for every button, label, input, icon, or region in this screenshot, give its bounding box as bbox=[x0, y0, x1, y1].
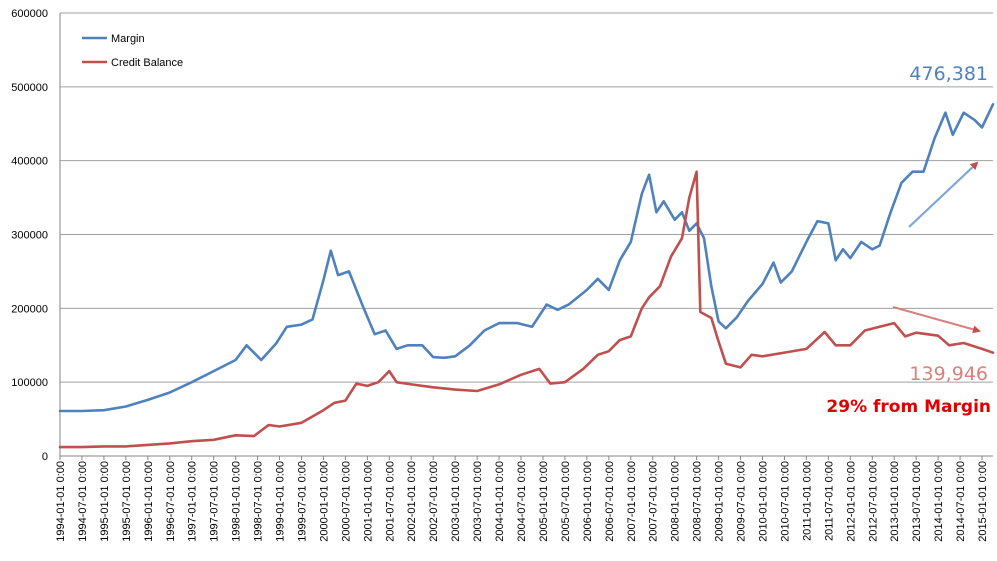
x-tick-label: 1999-07-01 0:00 bbox=[296, 461, 308, 542]
x-tick-label: 2014-01-01 0:00 bbox=[933, 461, 945, 542]
x-tick-label: 2011-07-01 0:00 bbox=[823, 461, 835, 541]
x-tick-label: 2014-07-01 0:00 bbox=[955, 461, 967, 542]
x-tick-label: 2011-01-01 0:00 bbox=[801, 461, 813, 541]
x-tick-label: 2004-07-01 0:00 bbox=[516, 461, 528, 542]
x-tick-label: 1999-01-01 0:00 bbox=[275, 461, 287, 542]
x-tick-label: 1996-01-01 0:00 bbox=[143, 461, 155, 542]
y-tick-label: 200000 bbox=[11, 303, 48, 315]
x-tick-label: 2005-01-01 0:00 bbox=[538, 461, 550, 542]
x-tick-label: 2013-07-01 0:00 bbox=[911, 461, 923, 542]
y-tick-label: 500000 bbox=[11, 82, 48, 94]
x-tick-label: 1994-01-01 0:00 bbox=[55, 461, 67, 542]
y-tick-label: 400000 bbox=[11, 156, 48, 168]
x-tick-label: 2007-01-01 0:00 bbox=[626, 461, 638, 542]
y-tick-label: 100000 bbox=[11, 377, 48, 389]
x-tick-label: 2010-01-01 0:00 bbox=[757, 461, 769, 542]
gridlines bbox=[59, 12, 993, 460]
x-tick-label: 2000-07-01 0:00 bbox=[340, 461, 352, 542]
x-tick-label: 2009-01-01 0:00 bbox=[714, 461, 726, 542]
legend-label-margin: Margin bbox=[111, 33, 145, 45]
x-tick-label: 2001-07-01 0:00 bbox=[384, 461, 396, 542]
y-tick-label: 600000 bbox=[11, 8, 48, 20]
credit-trend-arrow bbox=[892, 305, 981, 334]
x-axis-tick-labels: 1994-01-01 0:00 1994-07-01 0:00 1995-01-01… bbox=[55, 461, 989, 542]
x-tick-label: 2009-07-01 0:00 bbox=[736, 461, 748, 542]
x-tick-label: 2002-07-01 0:00 bbox=[428, 461, 440, 542]
margin-trend-arrow bbox=[908, 161, 979, 228]
x-tick-label: 2013-01-01 0:00 bbox=[889, 461, 901, 542]
credit-last-value-label: 139,946 bbox=[909, 363, 988, 385]
x-tick-label: 2006-07-01 0:00 bbox=[604, 461, 616, 542]
x-tick-label: 1995-01-01 0:00 bbox=[99, 461, 111, 542]
x-tick-label: 2002-01-01 0:00 bbox=[406, 461, 418, 542]
series-line-margin bbox=[58, 103, 995, 413]
x-tick-label: 2001-01-01 0:00 bbox=[362, 461, 374, 542]
x-tick-label: 2005-07-01 0:00 bbox=[560, 461, 572, 542]
x-tick-label: 2007-07-01 0:00 bbox=[648, 461, 660, 542]
series-lines bbox=[58, 103, 995, 449]
x-tick-label: 2006-01-01 0:00 bbox=[582, 461, 594, 542]
x-tick-label: 2015-01-01 0:00 bbox=[977, 461, 989, 542]
legend-label-credit-balance: Credit Balance bbox=[111, 57, 183, 69]
x-tick-label: 1998-01-01 0:00 bbox=[231, 461, 243, 542]
y-tick-label: 300000 bbox=[11, 230, 48, 242]
x-tick-label: 2003-01-01 0:00 bbox=[450, 461, 462, 542]
x-tick-label: 1997-07-01 0:00 bbox=[209, 461, 221, 542]
x-tick-label: 2010-07-01 0:00 bbox=[779, 461, 791, 542]
annotations: 476,381 139,946 29% from Margin bbox=[826, 63, 991, 417]
x-tick-label: 1997-01-01 0:00 bbox=[187, 461, 199, 542]
x-tick-label: 1996-07-01 0:00 bbox=[165, 461, 177, 542]
x-tick-label: 1995-07-01 0:00 bbox=[121, 461, 133, 542]
x-tick-label: 2012-07-01 0:00 bbox=[867, 461, 879, 542]
x-tick-label: 2003-07-01 0:00 bbox=[472, 461, 484, 542]
x-tick-label: 2008-07-01 0:00 bbox=[692, 461, 704, 542]
margin-last-value-label: 476,381 bbox=[909, 63, 988, 85]
x-tick-label: 1998-07-01 0:00 bbox=[253, 461, 265, 542]
ratio-note-label: 29% from Margin bbox=[826, 397, 991, 417]
trend-arrows bbox=[892, 161, 981, 334]
x-tick-label: 1994-07-01 0:00 bbox=[77, 461, 89, 542]
x-tick-label: 2000-01-01 0:00 bbox=[318, 461, 330, 542]
x-tick-label: 2008-01-01 0:00 bbox=[670, 461, 682, 542]
legend: Margin Credit Balance bbox=[82, 33, 183, 69]
y-tick-label: 0 bbox=[42, 451, 48, 463]
y-axis-tick-labels: 0 100000 200000 300000 400000 500000 600000 bbox=[11, 8, 48, 463]
series-line-credit-balance bbox=[58, 170, 995, 449]
x-tick-label: 2004-01-01 0:00 bbox=[494, 461, 506, 542]
x-tick-label: 2012-01-01 0:00 bbox=[845, 461, 857, 542]
